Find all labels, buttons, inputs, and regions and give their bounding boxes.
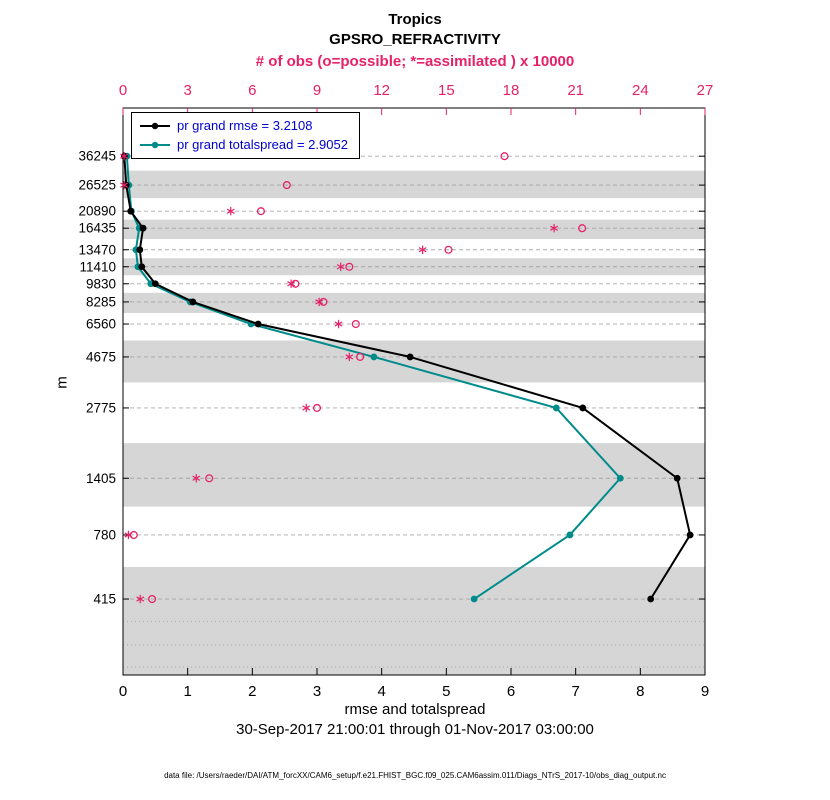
svg-text:6560: 6560 (86, 317, 116, 332)
svg-text:36245: 36245 (78, 149, 116, 164)
svg-text:8285: 8285 (86, 294, 116, 309)
legend-item-totalspread: pr grand totalspread = 2.9052 (140, 137, 348, 152)
right-axis-ticks (699, 155, 705, 600)
svg-text:21: 21 (567, 82, 584, 99)
svg-text:20890: 20890 (78, 204, 116, 219)
svg-text:11410: 11410 (79, 259, 116, 274)
bottom-axis-ticks (122, 668, 706, 675)
svg-text:1: 1 (183, 683, 191, 700)
assimilated-obs-markers (120, 151, 559, 604)
top-tick-labels: 0 3 6 9 12 15 18 21 24 27 (119, 82, 714, 99)
data-file-caption: data file: /Users/raeder/DAI/ATM_forcXX/… (164, 771, 666, 780)
plot-border (122, 107, 706, 676)
svg-text:27: 27 (697, 82, 714, 99)
svg-text:12: 12 (373, 82, 390, 99)
legend: pr grand rmse = 3.2108 pr grand totalspr… (131, 112, 360, 159)
level-bands (123, 170, 705, 675)
svg-text:16435: 16435 (78, 221, 116, 236)
svg-text:13470: 13470 (78, 242, 116, 257)
x-axis-label: rmse and totalspread (344, 701, 486, 718)
svg-text:4675: 4675 (86, 349, 116, 364)
bottom-tick-labels: 0 1 2 3 4 5 6 7 8 9 (119, 683, 709, 700)
svg-text:1405: 1405 (86, 471, 116, 486)
legend-item-rmse: pr grand rmse = 3.2108 (140, 118, 348, 133)
svg-text:0: 0 (119, 82, 127, 99)
gridlines (123, 155, 705, 668)
svg-text:6: 6 (248, 82, 256, 99)
legend-label-totalspread: pr grand totalspread = 2.9052 (177, 137, 348, 152)
time-range-caption: 30-Sep-2017 21:00:01 through 01-Nov-2017… (236, 721, 594, 738)
svg-text:9830: 9830 (86, 276, 116, 291)
svg-text:8: 8 (636, 683, 644, 700)
top-axis-label: # of obs (o=possible; *=assimilated ) x … (255, 53, 575, 70)
svg-text:9: 9 (313, 82, 321, 99)
svg-text:415: 415 (93, 592, 116, 607)
svg-text:0: 0 (119, 683, 127, 700)
svg-text:2: 2 (248, 683, 256, 700)
rmse-line-sample-icon (140, 122, 170, 129)
svg-text:6: 6 (507, 683, 515, 700)
svg-text:26525: 26525 (78, 178, 116, 193)
svg-text:15: 15 (438, 82, 455, 99)
svg-text:3: 3 (313, 683, 321, 700)
svg-text:3: 3 (183, 82, 191, 99)
svg-text:9: 9 (701, 683, 709, 700)
svg-text:4: 4 (377, 683, 385, 700)
svg-text:24: 24 (632, 82, 649, 99)
svg-text:18: 18 (503, 82, 520, 99)
svg-text:780: 780 (93, 527, 116, 542)
chart-subtitle: GPSRO_REFRACTIVITY (329, 31, 501, 48)
legend-label-rmse: pr grand rmse = 3.2108 (177, 118, 313, 133)
totalspread-line-sample-icon (140, 141, 170, 148)
level-tick-labels: 36245 26525 20890 16435 13470 11410 9830 8285 65… (78, 149, 116, 607)
chart-title: Tropics (388, 11, 442, 28)
svg-text:7: 7 (571, 683, 579, 700)
svg-text:5: 5 (442, 683, 450, 700)
svg-text:2775: 2775 (86, 400, 116, 415)
